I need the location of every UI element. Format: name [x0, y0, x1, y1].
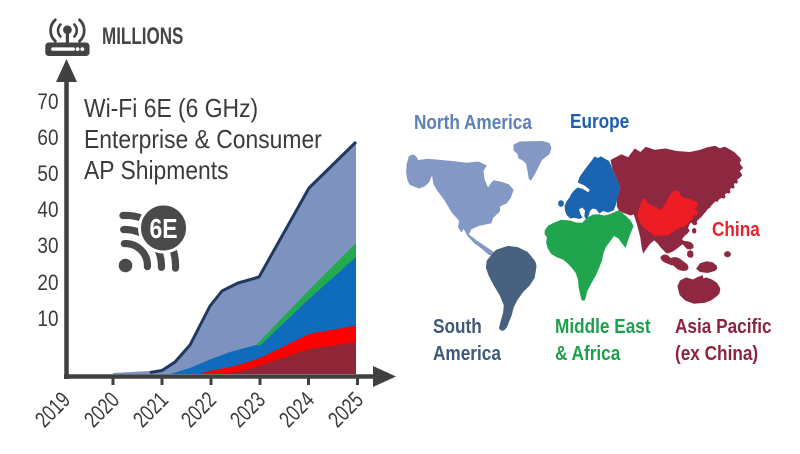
svg-text:6E: 6E	[149, 214, 177, 245]
